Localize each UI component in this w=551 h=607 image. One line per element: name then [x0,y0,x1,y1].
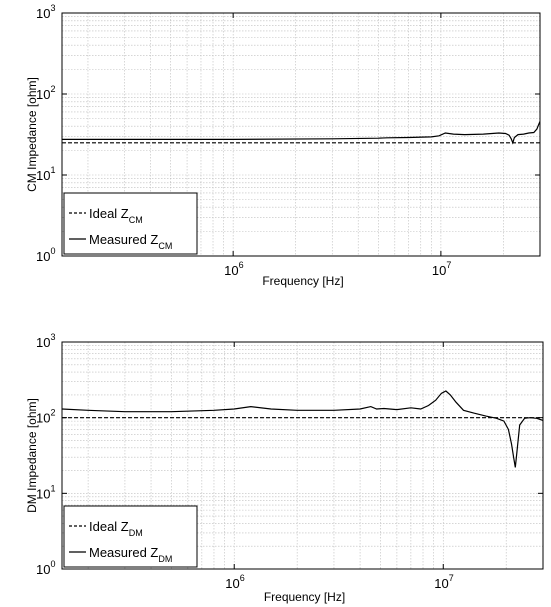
grid [62,13,541,256]
measured-series-line [62,390,543,468]
plot-frame [61,12,541,257]
x-axis-label: Frequency [Hz] [264,590,345,604]
x-tick-label: 107 [432,260,451,278]
y-tick-label: 103 [36,332,55,350]
chart-2: 106 107 100 101 102 103 Frequency [Hz] DM Imped… [25,332,544,604]
y-tick-label: 100 [36,246,55,264]
legend-entry: Ideal ZDM [89,519,143,538]
y-axis-label: DM Impedance [ohm] [25,398,39,513]
x-tick-label: 106 [225,573,244,591]
y-tick-label: 101 [36,483,55,501]
measured-series-line [62,121,540,145]
x-tick-label: 107 [434,573,453,591]
y-tick-label: 100 [36,559,55,577]
legend-entry: Measured ZDM [89,545,172,564]
legend: Ideal ZCM Measured ZCM [63,192,198,255]
y-tick-label: 103 [36,3,55,21]
y-tick-label: 102 [36,408,55,426]
y-tick-label: 101 [36,165,55,183]
legend-box [63,505,198,568]
legend-box [63,192,198,255]
legend: Ideal ZDM Measured ZDM [63,505,198,568]
y-axis-label: CM Impedance [ohm] [25,77,39,192]
x-tick-label: 106 [224,260,243,278]
legend-entry: Ideal ZCM [89,206,143,225]
x-axis-label: Frequency [Hz] [262,274,343,288]
legend-entry: Measured ZCM [89,232,172,251]
chart-1: 106 107 100 101 102 103 Frequency [Hz] CM Imped… [25,3,541,288]
y-tick-label: 102 [36,84,55,102]
plot-frame [61,341,544,570]
